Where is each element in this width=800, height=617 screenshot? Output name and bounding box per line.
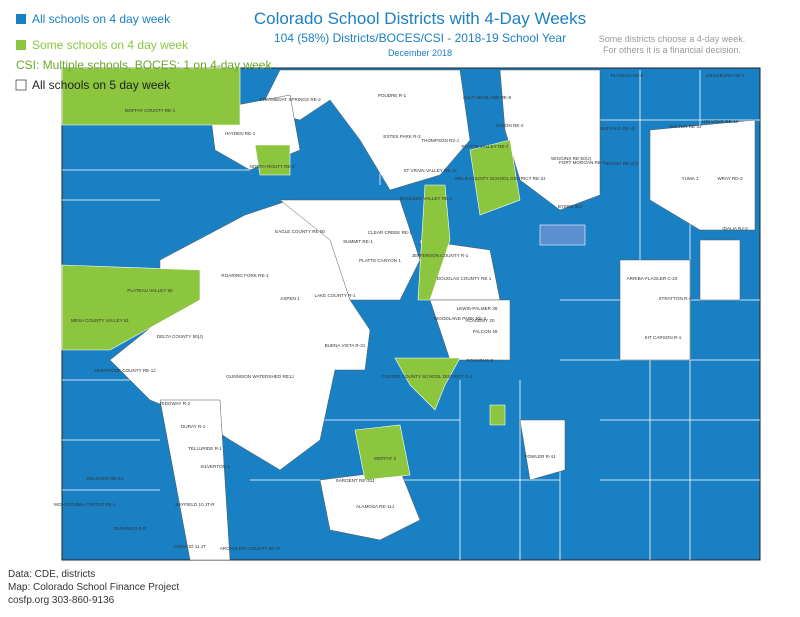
- date: December 2018: [388, 48, 452, 58]
- legend: All schools on 4 day week Some schools o…: [15, 12, 272, 92]
- district-label: PLATEAU VALLEY 50: [127, 288, 173, 293]
- district-label: FORT MORGAN RE-3: [559, 160, 605, 165]
- district-label: ESTES PARK R-3: [383, 134, 421, 139]
- district-label: IDALIA RJ-3: [722, 226, 748, 231]
- district-label: ALAMOSA RE-11J: [356, 504, 394, 509]
- district-label: FOUNTAIN 8: [467, 358, 494, 363]
- district-label: GUNNISON WATERSHED RE1J: [226, 374, 293, 379]
- byers-district: [539, 224, 586, 246]
- district-label: SILVERTON 1: [200, 464, 230, 469]
- district-label: POUDRE R-1: [378, 93, 407, 98]
- legend-label: All schools on 5 day week: [32, 78, 171, 92]
- district-label: RIDGWAY R-2: [160, 401, 190, 406]
- district-label: ST VRAIN VALLEY RE 1J: [403, 168, 456, 173]
- district-label: THOMPSON R2-J: [421, 138, 459, 143]
- district-label: WRAY RD-2: [717, 176, 743, 181]
- district-label: WIGGINS RE-50(J): [551, 156, 592, 161]
- source: Data: CDE, districts: [8, 569, 95, 580]
- district-label: EATON RE-2: [496, 123, 524, 128]
- district-label: HOLYOKE RE-1J: [702, 119, 738, 124]
- district-label: FALCON 49: [473, 329, 498, 334]
- legend-swatch: [16, 40, 26, 50]
- district-label: ASPEN 1: [280, 296, 300, 301]
- district-label: PLATTE CANYON 1: [359, 258, 401, 263]
- district-label: NORTH ROUTT RE-3: [249, 164, 294, 169]
- district-label: BUFFALO RE-4J: [601, 126, 636, 131]
- district-label: WELD COUNTY SCHOOL DISTRICT RE-3J: [455, 176, 546, 181]
- district-label: ARRIBA-FLAGLER C-20: [627, 276, 678, 281]
- title: Colorado School Districts with 4-Day Wee…: [254, 9, 586, 28]
- district-label: WOODLAND PARK RE-2: [434, 316, 487, 321]
- legend-label: All schools on 4 day week: [32, 12, 171, 26]
- district-label: KIT CARSON R-1: [645, 335, 682, 340]
- district-label: DOLORES RE-4A: [86, 476, 124, 481]
- district-label: DURANGO 9-R: [114, 526, 147, 531]
- district-label: LEWIS-PALMER 38: [457, 306, 498, 311]
- district-label: ROARING FORK RE-1: [221, 273, 269, 278]
- district-label: DELTA COUNTY 50(J): [157, 334, 204, 339]
- district-label: SUMMIT RE-1: [343, 239, 373, 244]
- district-label: MOFFAT COUNTY RE-1: [125, 108, 176, 113]
- district-label: CUSTER COUNTY SCHOOL DISTRICT C-1: [381, 374, 472, 379]
- district-label: HAYDEN RE-1: [225, 131, 256, 136]
- source: cosfp.org 303-860-9136: [8, 595, 115, 606]
- district-label: MESA COUNTY VALLEY 51: [71, 318, 129, 323]
- district-label: BRUSH RE-2(J): [605, 161, 639, 166]
- district-label: CLEAR CREEK RE-1: [368, 230, 413, 235]
- district-label: MONTROSE COUNTY RE-1J: [94, 368, 155, 373]
- district-label: IGNACIO 11 JT: [174, 544, 206, 549]
- district-label: STEAMBOAT SPRINGS RE-2: [259, 97, 321, 102]
- district-label: TELLURIDE R-1: [188, 446, 222, 451]
- district-label: BUENA VISTA R-31: [325, 343, 366, 348]
- district-labels: MOFFAT COUNTY RE-1 STEAMBOAT SPRINGS RE-2…: [54, 73, 748, 551]
- district-label: PLATTE VALLEY RE-7: [462, 144, 509, 149]
- district-label: BYERS 32J: [558, 204, 582, 209]
- some-four-day-districts: [61, 67, 521, 481]
- district-label: PLATEAU RE-5: [611, 73, 644, 78]
- district-label: FOWLER R-4J: [525, 454, 556, 459]
- district-label: MONTEZUMA-CORTEZ RE-1: [54, 502, 116, 507]
- source: Map: Colorado School Finance Project: [8, 582, 179, 593]
- district-label: OURAY R-1: [181, 424, 206, 429]
- district-label: ACADEMY 20: [465, 318, 494, 323]
- legend-label: Some schools on 4 day week: [32, 38, 189, 52]
- district-label: MOFFAT 2: [374, 456, 396, 461]
- five-day-districts: [109, 69, 756, 561]
- district-label: YUMA 1: [682, 176, 699, 181]
- district-label: STRATTON R-4: [658, 296, 691, 301]
- subtitle: 104 (58%) Districts/BOCES/CSI - 2018-19 …: [274, 31, 566, 45]
- district-label: HAXTUN RE-2J: [669, 124, 702, 129]
- note: For others it is a financial decision.: [603, 45, 741, 55]
- district-label: JEFFERSON COUNTY R-1: [412, 253, 469, 258]
- district-label: BAYFIELD 10 JT-R: [175, 502, 215, 507]
- district-label: JULESBURG RE-1: [705, 73, 745, 78]
- district-label: DOUGLAS COUNTY RE 1: [437, 276, 492, 281]
- district-label: AULT-HIGHLAND RE-9: [463, 95, 512, 100]
- district-label: LAKE COUNTY R-1: [314, 293, 355, 298]
- legend-swatch: [16, 14, 26, 24]
- note: Some districts choose a 4-day week.: [599, 34, 746, 44]
- legend-label: CSI: Multiple schools, BOCES: 1 on 4-day…: [16, 58, 272, 72]
- legend-swatch: [15, 79, 27, 91]
- district-label: BOULDER VALLEY RE 2: [400, 196, 452, 201]
- district-label: ARCHULETA COUNTY 50 JT: [220, 546, 281, 551]
- district-label: EAGLE COUNTY RE 50: [275, 229, 325, 234]
- district-label: SARGENT RE-33J: [336, 478, 375, 483]
